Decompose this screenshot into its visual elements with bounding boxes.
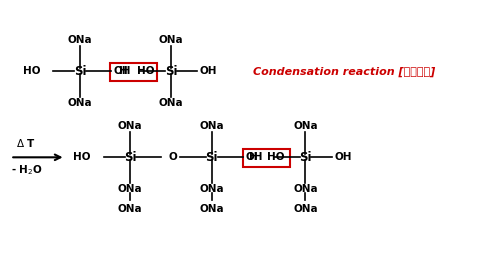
- Text: ONa: ONa: [199, 184, 224, 194]
- Text: HO: HO: [22, 67, 40, 76]
- Text: HO: HO: [136, 67, 154, 76]
- Text: Si: Si: [74, 65, 86, 78]
- Text: ONa: ONa: [118, 121, 142, 131]
- Text: OH: OH: [333, 152, 351, 162]
- Text: - H$_2$O: - H$_2$O: [11, 164, 43, 177]
- Text: ONa: ONa: [158, 98, 183, 108]
- Text: Si: Si: [299, 151, 311, 164]
- Text: O: O: [168, 152, 177, 162]
- Text: Si: Si: [124, 151, 136, 164]
- Text: Condensation reaction [충합반응]: Condensation reaction [충합반응]: [252, 66, 434, 76]
- Text: ONa: ONa: [292, 204, 317, 214]
- Text: ONa: ONa: [158, 35, 183, 45]
- Text: ONa: ONa: [199, 121, 224, 131]
- Bar: [242, 149, 289, 167]
- Text: ONa: ONa: [67, 98, 92, 108]
- Bar: [110, 62, 157, 81]
- Text: H: H: [119, 67, 127, 76]
- Text: ONa: ONa: [292, 184, 317, 194]
- Text: $\Delta$ T: $\Delta$ T: [16, 137, 36, 149]
- Text: OH: OH: [113, 67, 131, 76]
- Text: OH: OH: [245, 152, 262, 162]
- Text: ONa: ONa: [118, 184, 142, 194]
- Text: ONa: ONa: [199, 204, 224, 214]
- Text: ONa: ONa: [292, 121, 317, 131]
- Text: HO: HO: [73, 152, 90, 162]
- Text: H: H: [248, 152, 257, 162]
- Text: ONa: ONa: [67, 35, 92, 45]
- Text: ONa: ONa: [118, 204, 142, 214]
- Text: Si: Si: [205, 151, 218, 164]
- Text: Si: Si: [165, 65, 177, 78]
- Text: OH: OH: [199, 67, 217, 76]
- Text: HO: HO: [267, 152, 284, 162]
